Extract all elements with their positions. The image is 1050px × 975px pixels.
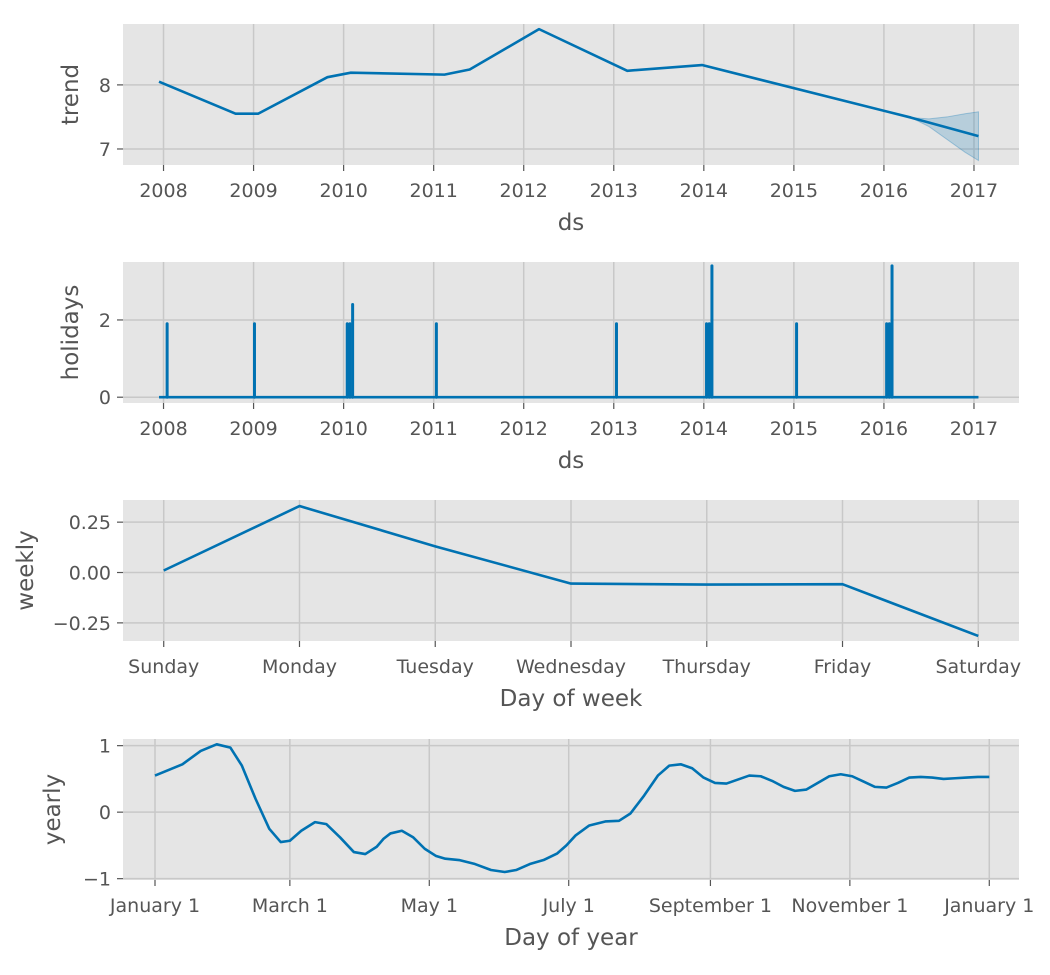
yearly-plot-background: [123, 739, 1019, 880]
yearly-xtick-label: January 1: [943, 895, 1034, 917]
trend-xtick-label: 2016: [860, 180, 908, 202]
yearly-panel: January 1 March 1 May 1 July 1 September 1 No…: [40, 736, 1034, 951]
weekly-ytick-label: 0.00: [69, 563, 111, 585]
weekly-series-line: [163, 504, 979, 638]
holidays-x-axis-label: ds: [558, 448, 585, 474]
holidays-xtick-label: 2010: [319, 418, 367, 440]
trend-xtick-label: 2015: [770, 180, 818, 202]
holidays-plot-background: [123, 262, 1019, 403]
trend-xtick-label: 2014: [680, 180, 728, 202]
trend-panel: 2008 2009 2010 2011 2012 2013 2014 2015 2016 2017…: [58, 24, 1019, 236]
weekly-xtick-label: Sunday: [128, 656, 199, 678]
trend-x-axis-label: ds: [558, 210, 585, 236]
yearly-ytick-label: 0: [99, 802, 111, 824]
holidays-xtick-label: 2016: [860, 418, 908, 440]
trend-xtick-label: 2012: [500, 180, 548, 202]
holidays-ytick-label: 0: [99, 387, 111, 409]
trend-xtick-label: 2010: [319, 180, 367, 202]
yearly-xtick-label: March 1: [252, 895, 328, 917]
trend-xtick-label: 2013: [590, 180, 638, 202]
trend-xtick-label: 2009: [229, 180, 277, 202]
weekly-ytick-label: 0.25: [69, 512, 111, 534]
yearly-xtick-label: September 1: [649, 895, 772, 917]
weekly-xtick-label: Monday: [262, 656, 337, 678]
holidays-xtick-label: 2012: [500, 418, 548, 440]
holidays-xtick-label: 2015: [770, 418, 818, 440]
yearly-xtick-label: November 1: [791, 895, 908, 917]
weekly-xtick-label: Thursday: [662, 656, 751, 678]
yearly-x-axis-label: Day of year: [504, 925, 638, 951]
yearly-y-axis-label: yearly: [40, 774, 66, 845]
weekly-xtick-label: Friday: [814, 656, 872, 678]
trend-xtick-label: 2017: [950, 180, 998, 202]
trend-ytick-label: 7: [99, 139, 111, 161]
holidays-panel: 2008 2009 2010 2011 2012 2013 2014 2015 2016 2017…: [58, 262, 1019, 474]
yearly-ytick-label: −1: [83, 869, 111, 891]
trend-ytick-label: 8: [99, 75, 111, 97]
weekly-xtick-label: Wednesday: [516, 656, 626, 678]
yearly-xtick-label: July 1: [542, 895, 595, 917]
holidays-xtick-label: 2011: [409, 418, 457, 440]
trend-plot-background: [123, 24, 1019, 165]
yearly-xtick-label: May 1: [401, 895, 458, 917]
yearly-ytick-label: 1: [99, 736, 111, 758]
holidays-xtick-label: 2017: [950, 418, 998, 440]
holidays-xtick-label: 2014: [680, 418, 728, 440]
trend-xtick-label: 2008: [139, 180, 187, 202]
weekly-panel: Sunday Monday Tuesday Wednesday Thursday Frid…: [13, 500, 1021, 712]
trend-series-line: [158, 27, 979, 138]
weekly-xtick-label: Tuesday: [396, 656, 474, 678]
weekly-x-axis-label: Day of week: [500, 686, 643, 712]
weekly-ytick-label: −0.25: [53, 613, 111, 635]
holidays-y-axis-label: holidays: [58, 285, 84, 381]
holidays-ytick-label: 2: [99, 310, 111, 332]
yearly-series-line: [154, 743, 990, 874]
trend-y-axis-label: trend: [58, 64, 84, 125]
trend-xtick-label: 2011: [409, 180, 457, 202]
weekly-y-axis-label: weekly: [13, 530, 39, 610]
holidays-xtick-label: 2009: [229, 418, 277, 440]
weekly-xtick-label: Saturday: [935, 656, 1021, 678]
yearly-xtick-label: January 1: [109, 895, 200, 917]
holidays-xtick-label: 2008: [139, 418, 187, 440]
holidays-xtick-label: 2013: [590, 418, 638, 440]
